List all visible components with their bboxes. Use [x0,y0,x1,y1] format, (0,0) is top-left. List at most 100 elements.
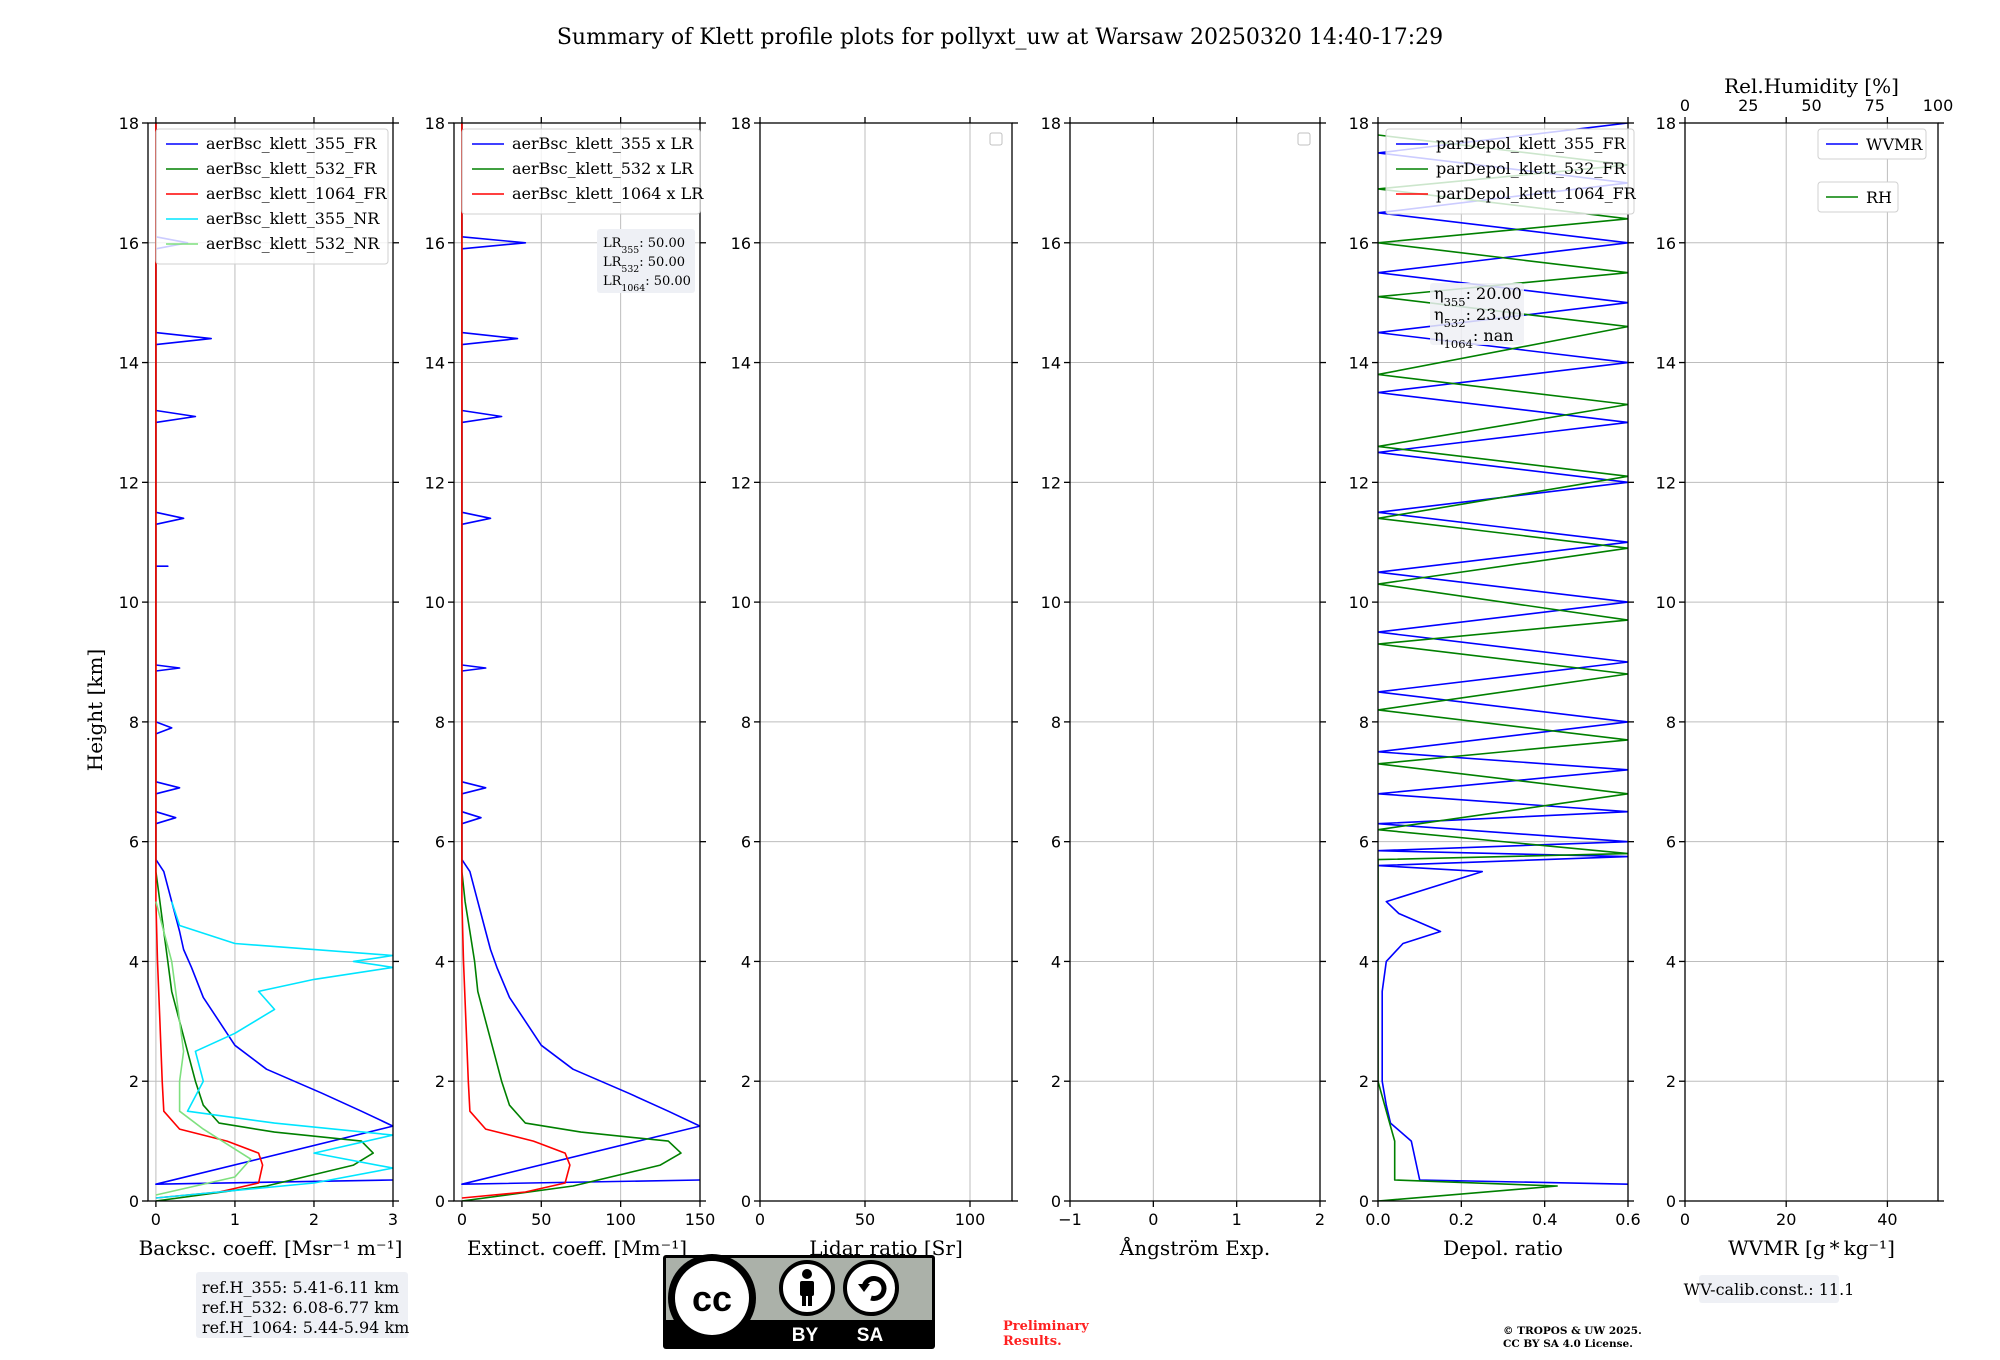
y-tick-label: 14 [731,354,751,373]
y-tick-label: 14 [1656,354,1676,373]
x-tick-label: 0.2 [1449,1210,1474,1229]
y-tick-label: 14 [425,354,445,373]
lidar-ratio-box [597,229,695,293]
top-tick-label: 75 [1865,96,1885,115]
lidar-ratio-value: LR355: 50.00 [603,236,685,256]
y-tick-label: 16 [119,234,139,253]
ref-height-355: ref.H_355: 5.41-6.11 km [202,1278,399,1297]
wv-calib-box [1699,1275,1839,1303]
y-tick-label: 0 [741,1192,751,1211]
series-line-aerBsc_klett_355_NR [155,901,393,1199]
badge-sa-text: SA [857,1325,884,1346]
empty-legend [989,132,1003,146]
y-tick-label: 10 [1656,593,1676,612]
y-tick-label: 6 [741,833,751,852]
x-axis-label: Ångström Exp. [1119,1235,1270,1260]
eta-value: η1064: nan [1434,326,1514,351]
eta-box [1430,283,1524,345]
x-tick-label: 1 [230,1210,240,1229]
wv-calib-const: WV-calib.const.: 11.1 [1684,1280,1855,1299]
y-tick-label: 16 [1041,234,1061,253]
x-tick-label: 0 [1148,1210,1158,1229]
y-tick-label: 4 [1359,952,1369,971]
y-tick-label: 12 [1349,473,1369,492]
y-tick-label: 18 [425,114,445,133]
x-tick-label: 50 [855,1210,875,1229]
eta-value: η532: 23.00 [1434,305,1522,330]
y-tick-label: 12 [119,473,139,492]
x-tick-label: 0.6 [1615,1210,1640,1229]
y-tick-label: 4 [1051,952,1061,971]
y-tick-label: 8 [129,713,139,732]
legend-label: aerBsc_klett_532_NR [206,234,380,253]
cc-logo-text: cc [692,1278,732,1319]
y-tick-label: 8 [1666,713,1676,732]
series-line-aerBsc_klett_532_FR [155,123,374,1201]
y-tick-label: 6 [1666,833,1676,852]
y-tick-label: 8 [741,713,751,732]
series-line-aerBsc_klett_1064_FR [155,123,264,1199]
legend-label: RH [1866,188,1892,207]
lidar-ratio-value: LR532: 50.00 [603,255,685,275]
y-tick-label: 18 [1349,114,1369,133]
axes-frame [1684,122,1939,1202]
y-tick-label: 14 [1349,354,1369,373]
badge-by-text: BY [792,1325,819,1346]
copyright-line-2: CC BY SA 4.0 License. [1503,1338,1633,1350]
y-tick-label: 10 [119,593,139,612]
y-tick-label: 16 [1349,234,1369,253]
legend-label: parDepol_klett_1064_FR [1436,184,1637,203]
x-tick-label: 150 [685,1210,716,1229]
y-tick-label: 18 [731,114,751,133]
ref-height-532: ref.H_532: 6.08-6.77 km [202,1298,399,1317]
x-tick-label: 0 [1680,1210,1690,1229]
x-tick-label: 100 [955,1210,986,1229]
panel-extinction: 0 2 4 6 8 10 12 14 16 18 0 50 100 150 Extinct. coeff. … [425,114,716,1260]
preliminary-line-1: Preliminary [1003,1319,1089,1334]
y-tick-label: 8 [1051,713,1061,732]
y-tick-label: 4 [1666,952,1676,971]
axes-frame [1069,122,1321,1202]
series-line-aerBsc_klett_532 x LR [461,123,682,1201]
series-group [155,123,393,1201]
x-tick-label: 0 [457,1210,467,1229]
series-line-aerBsc_klett_355_FR [155,123,393,1185]
y-tick-label: 12 [1041,473,1061,492]
x-tick-label: 50 [531,1210,551,1229]
y-tick-label: 10 [731,593,751,612]
y-tick-label: 4 [741,952,751,971]
legend-label: aerBsc_klett_355 x LR [512,134,694,153]
legend-label: aerBsc_klett_1064 x LR [512,184,704,203]
top-tick-label: 50 [1801,96,1821,115]
y-tick-label: 16 [1656,234,1676,253]
axes-frame [147,122,394,1202]
y-tick-label: 2 [1666,1072,1676,1091]
y-tick-label: 12 [731,473,751,492]
y-tick-label: 10 [1349,593,1369,612]
legend-label: parDepol_klett_355_FR [1436,134,1627,153]
y-tick-label: 6 [1359,833,1369,852]
series-group [1378,123,1628,1201]
y-tick-label: 18 [1656,114,1676,133]
y-tick-label: 2 [435,1072,445,1091]
legend-box [1817,128,1927,160]
y-tick-label: 14 [119,354,139,373]
x-tick-label: 2 [309,1210,319,1229]
y-tick-label: 16 [731,234,751,253]
x-tick-label: 1 [1232,1210,1242,1229]
axes-frame [1377,122,1629,1202]
x-axis-label: WVMR [g * kg⁻¹] [1728,1236,1895,1260]
legend-label: aerBsc_klett_355_FR [206,134,377,153]
legend-box [1385,128,1635,215]
y-tick-label: 0 [1666,1192,1676,1211]
copyright-line-1: © TROPOS & UW 2025. [1503,1325,1642,1337]
y-tick-label: 12 [1656,473,1676,492]
y-tick-label: 0 [1359,1192,1369,1211]
x-tick-label: 20 [1776,1210,1796,1229]
y-tick-label: 2 [129,1072,139,1091]
share-alike-icon [843,1260,899,1316]
x-tick-label: 100 [605,1210,636,1229]
